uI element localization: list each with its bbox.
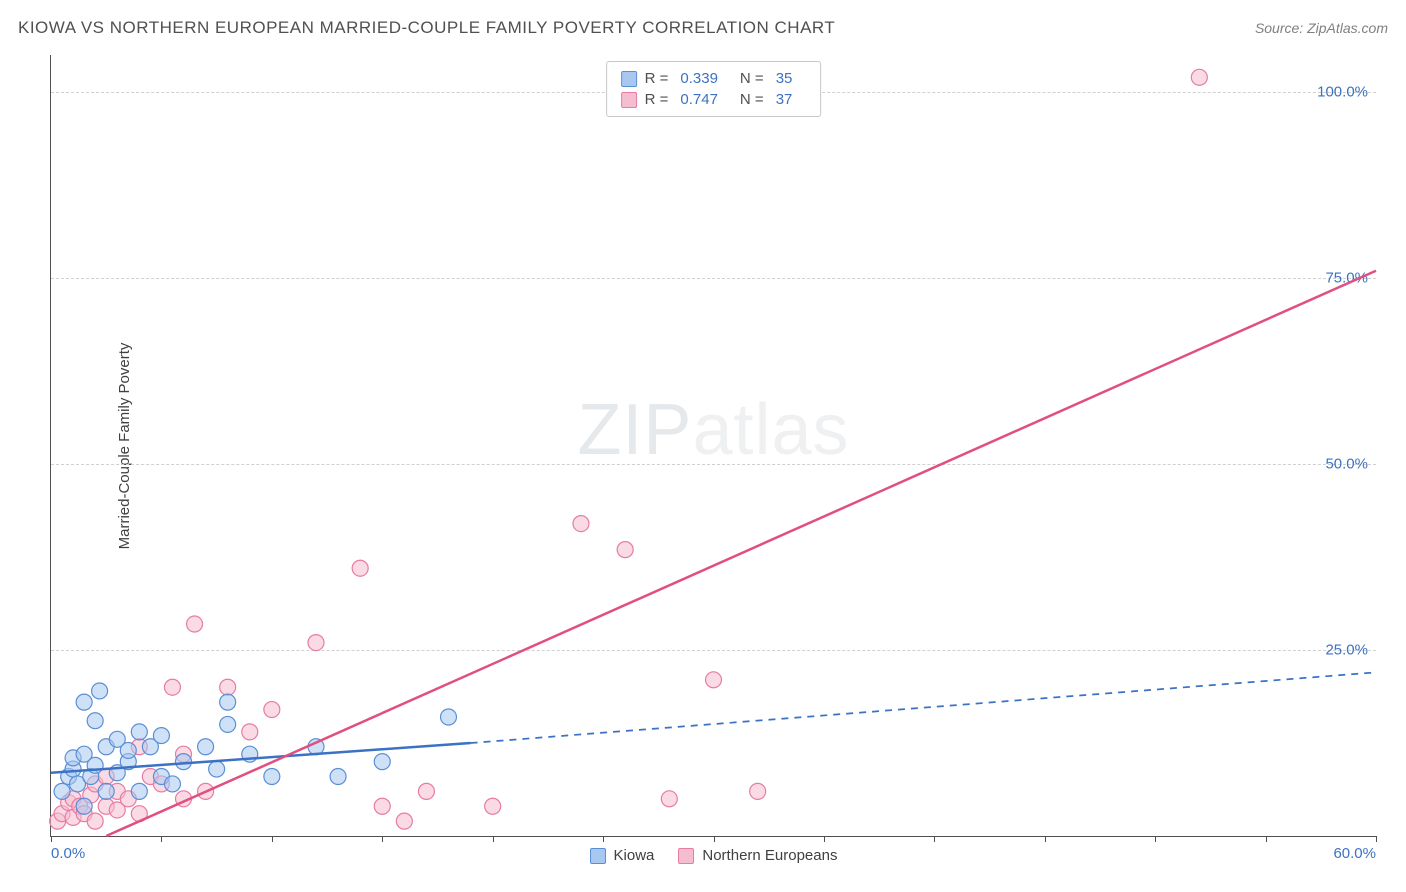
swatch-a-icon	[621, 71, 637, 87]
data-point-a	[76, 798, 92, 814]
series-legend: Kiowa Northern Europeans	[590, 847, 838, 864]
n-label: N =	[740, 91, 764, 108]
correlation-legend: R = 0.339 N = 35 R = 0.747 N = 37	[606, 61, 822, 117]
regression-line-b	[106, 271, 1376, 836]
data-point-a	[198, 739, 214, 755]
data-point-a	[120, 742, 136, 758]
data-point-b	[164, 679, 180, 695]
r-label: R =	[645, 70, 669, 87]
legend-label-b: Northern Europeans	[702, 847, 837, 864]
correlation-row-b: R = 0.747 N = 37	[621, 89, 807, 110]
data-point-a	[220, 716, 236, 732]
chart-header: KIOWA VS NORTHERN EUROPEAN MARRIED-COUPL…	[18, 18, 1388, 38]
x-tick-label: 60.0%	[1333, 845, 1376, 862]
data-point-a	[176, 754, 192, 770]
data-point-b	[661, 791, 677, 807]
legend-item-b: Northern Europeans	[678, 847, 837, 864]
n-value-a: 35	[776, 70, 793, 87]
r-value-a: 0.339	[680, 70, 718, 87]
x-tick-label: 0.0%	[51, 845, 85, 862]
data-point-a	[87, 713, 103, 729]
source-attribution: Source: ZipAtlas.com	[1255, 20, 1388, 36]
data-point-b	[264, 702, 280, 718]
data-point-a	[330, 769, 346, 785]
correlation-row-a: R = 0.339 N = 35	[621, 68, 807, 89]
regression-extrapolation-a	[471, 672, 1376, 743]
chart-title: KIOWA VS NORTHERN EUROPEAN MARRIED-COUPL…	[18, 18, 835, 38]
plot-area: Married-Couple Family Poverty ZIPatlas 2…	[50, 55, 1376, 837]
data-point-a	[264, 769, 280, 785]
data-point-b	[485, 798, 501, 814]
data-point-b	[242, 724, 258, 740]
swatch-b-icon	[678, 848, 694, 864]
data-point-a	[131, 783, 147, 799]
data-point-b	[352, 560, 368, 576]
data-point-a	[441, 709, 457, 725]
data-point-b	[706, 672, 722, 688]
data-point-b	[418, 783, 434, 799]
data-point-a	[220, 694, 236, 710]
data-point-b	[1191, 69, 1207, 85]
data-point-a	[153, 728, 169, 744]
data-point-b	[396, 813, 412, 829]
data-point-b	[87, 813, 103, 829]
data-point-b	[220, 679, 236, 695]
n-value-b: 37	[776, 91, 793, 108]
r-value-b: 0.747	[680, 91, 718, 108]
data-point-a	[374, 754, 390, 770]
data-point-a	[76, 694, 92, 710]
n-label: N =	[740, 70, 764, 87]
r-label: R =	[645, 91, 669, 108]
data-point-b	[187, 616, 203, 632]
data-point-a	[164, 776, 180, 792]
swatch-b-icon	[621, 92, 637, 108]
data-point-b	[617, 542, 633, 558]
scatter-svg	[51, 55, 1376, 836]
data-point-a	[92, 683, 108, 699]
data-point-b	[374, 798, 390, 814]
data-point-b	[573, 516, 589, 532]
data-point-b	[750, 783, 766, 799]
data-point-a	[131, 724, 147, 740]
data-point-a	[209, 761, 225, 777]
legend-item-a: Kiowa	[590, 847, 655, 864]
data-point-a	[54, 783, 70, 799]
data-point-a	[98, 783, 114, 799]
swatch-a-icon	[590, 848, 606, 864]
legend-label-a: Kiowa	[614, 847, 655, 864]
data-point-b	[308, 635, 324, 651]
